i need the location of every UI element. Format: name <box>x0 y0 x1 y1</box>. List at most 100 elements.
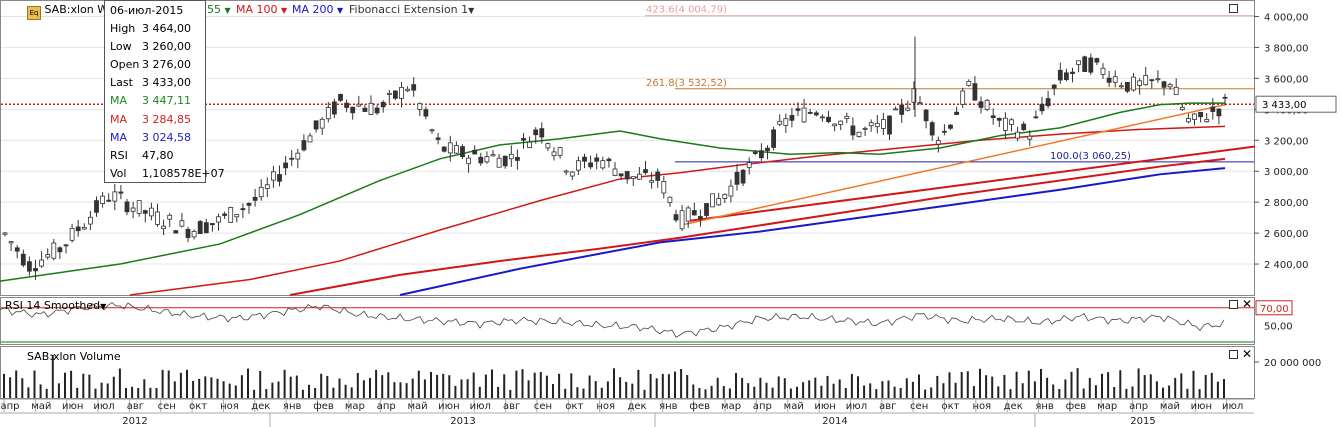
y-tick-label: 2 600,00 <box>1264 229 1309 240</box>
volume-bar <box>1155 381 1158 398</box>
volume-bar <box>735 373 737 398</box>
candle-body <box>374 107 380 114</box>
y-tick-label: 2 800,00 <box>1264 198 1309 209</box>
tooltip-row: Last 3 433,00 <box>110 74 191 92</box>
year-label: 2014 <box>822 416 847 427</box>
candle-body <box>295 152 301 160</box>
candle-body <box>557 147 563 156</box>
volume-bar <box>1223 378 1225 398</box>
candle-body <box>252 196 258 201</box>
candle-body <box>112 191 118 202</box>
trend-red-line <box>689 145 1256 222</box>
volume-bar <box>582 388 585 398</box>
volume-bar <box>45 388 48 398</box>
candle-body <box>1027 135 1033 140</box>
volume-bar <box>216 378 219 398</box>
candle-body <box>942 130 947 133</box>
volume-bar <box>619 377 622 398</box>
candle-body <box>960 90 966 105</box>
ma100-legend[interactable]: MA 100 ▼ <box>236 3 288 16</box>
candle-body <box>728 185 734 197</box>
volume-bar <box>57 383 60 398</box>
candle-body <box>740 169 746 184</box>
candle-body <box>966 80 972 86</box>
candle-body <box>935 140 941 145</box>
close-icon[interactable]: ✕ <box>1242 347 1253 361</box>
candle-body <box>661 180 667 194</box>
volume-bar <box>430 371 432 398</box>
fibonacci-legend[interactable]: Fibonacci Extension 1▼ <box>349 3 475 16</box>
chart-type-icon[interactable]: Eq <box>27 6 41 20</box>
volume-bar <box>979 368 981 398</box>
rsi-series: 70,00 50,00 <box>0 300 1293 343</box>
volume-bar <box>753 386 756 398</box>
close-icon[interactable]: ✕ <box>1242 297 1253 311</box>
candle-body <box>508 153 514 160</box>
candle-body <box>39 259 44 267</box>
candle-body <box>502 155 508 167</box>
candle-body <box>14 247 20 252</box>
candle-body <box>1167 84 1173 88</box>
candle-body <box>637 173 642 180</box>
volume-bar <box>1216 381 1219 398</box>
candle-body <box>356 103 362 107</box>
tooltip-value: 3 447,11 <box>142 94 191 108</box>
volume-bar <box>924 389 927 398</box>
volume-bar <box>771 387 774 398</box>
volume-bar <box>131 386 134 398</box>
candle-body <box>234 214 240 218</box>
maximize-icon[interactable] <box>1229 350 1238 359</box>
candle-body <box>411 84 417 91</box>
volume-bar <box>936 375 939 398</box>
candle-body <box>929 122 935 136</box>
candle-body <box>862 127 868 130</box>
volume-bar <box>942 383 945 398</box>
volume-bar <box>1137 368 1140 398</box>
candle-body <box>1021 123 1027 131</box>
fib-level-label: 423.6(4 004,79) <box>646 5 727 16</box>
volume-bar <box>1033 381 1036 398</box>
data-tooltip: 06-июл-2015 High 3 464,00 Low 3 260,00 Open 3… <box>104 0 225 183</box>
chart-header: Eq SAB:xlon W <box>27 2 109 20</box>
ma200-legend[interactable]: MA 200 ▼ <box>292 3 344 16</box>
last-price-label: 3 433,00 <box>1262 100 1307 111</box>
candle-body <box>954 111 959 115</box>
maximize-icon[interactable] <box>1229 4 1238 13</box>
candle-body <box>1003 117 1008 131</box>
volume-bar <box>814 377 817 398</box>
candle-body <box>423 109 429 117</box>
candle-body <box>643 169 648 174</box>
volume-bar <box>1204 374 1207 398</box>
candle-body <box>588 162 593 168</box>
candle-body <box>923 109 929 122</box>
candle-body <box>978 101 984 108</box>
candle-body <box>917 102 923 105</box>
volume-bar <box>198 378 201 398</box>
candle-body <box>1033 116 1039 119</box>
volume-bar <box>863 385 866 398</box>
rsi-title[interactable]: RSI 14 Smoothed▼ <box>5 299 107 312</box>
candle-body <box>1100 67 1106 75</box>
volume-bar <box>155 388 158 398</box>
volume-bar <box>796 386 798 398</box>
volume-bar <box>448 375 451 398</box>
symbol-label[interactable]: SAB:xlon W <box>44 3 109 16</box>
volume-bar <box>710 385 713 398</box>
volume-bar <box>820 385 823 398</box>
volume-bar <box>655 378 658 398</box>
ma55-legend[interactable]: 55 ▼ <box>207 3 231 16</box>
volume-bar <box>997 386 1000 398</box>
volume-bar <box>76 387 79 398</box>
volume-bar <box>234 385 237 398</box>
month-label: июл <box>93 401 114 412</box>
candle-body <box>576 160 581 171</box>
volume-bar <box>1131 386 1134 398</box>
volume-bar <box>112 376 115 398</box>
candle-body <box>1106 77 1112 83</box>
volume-bar <box>960 371 963 398</box>
candle-body <box>1009 119 1014 125</box>
volume-bar <box>137 388 140 398</box>
maximize-icon[interactable] <box>1229 300 1238 309</box>
candle-body <box>331 101 337 115</box>
